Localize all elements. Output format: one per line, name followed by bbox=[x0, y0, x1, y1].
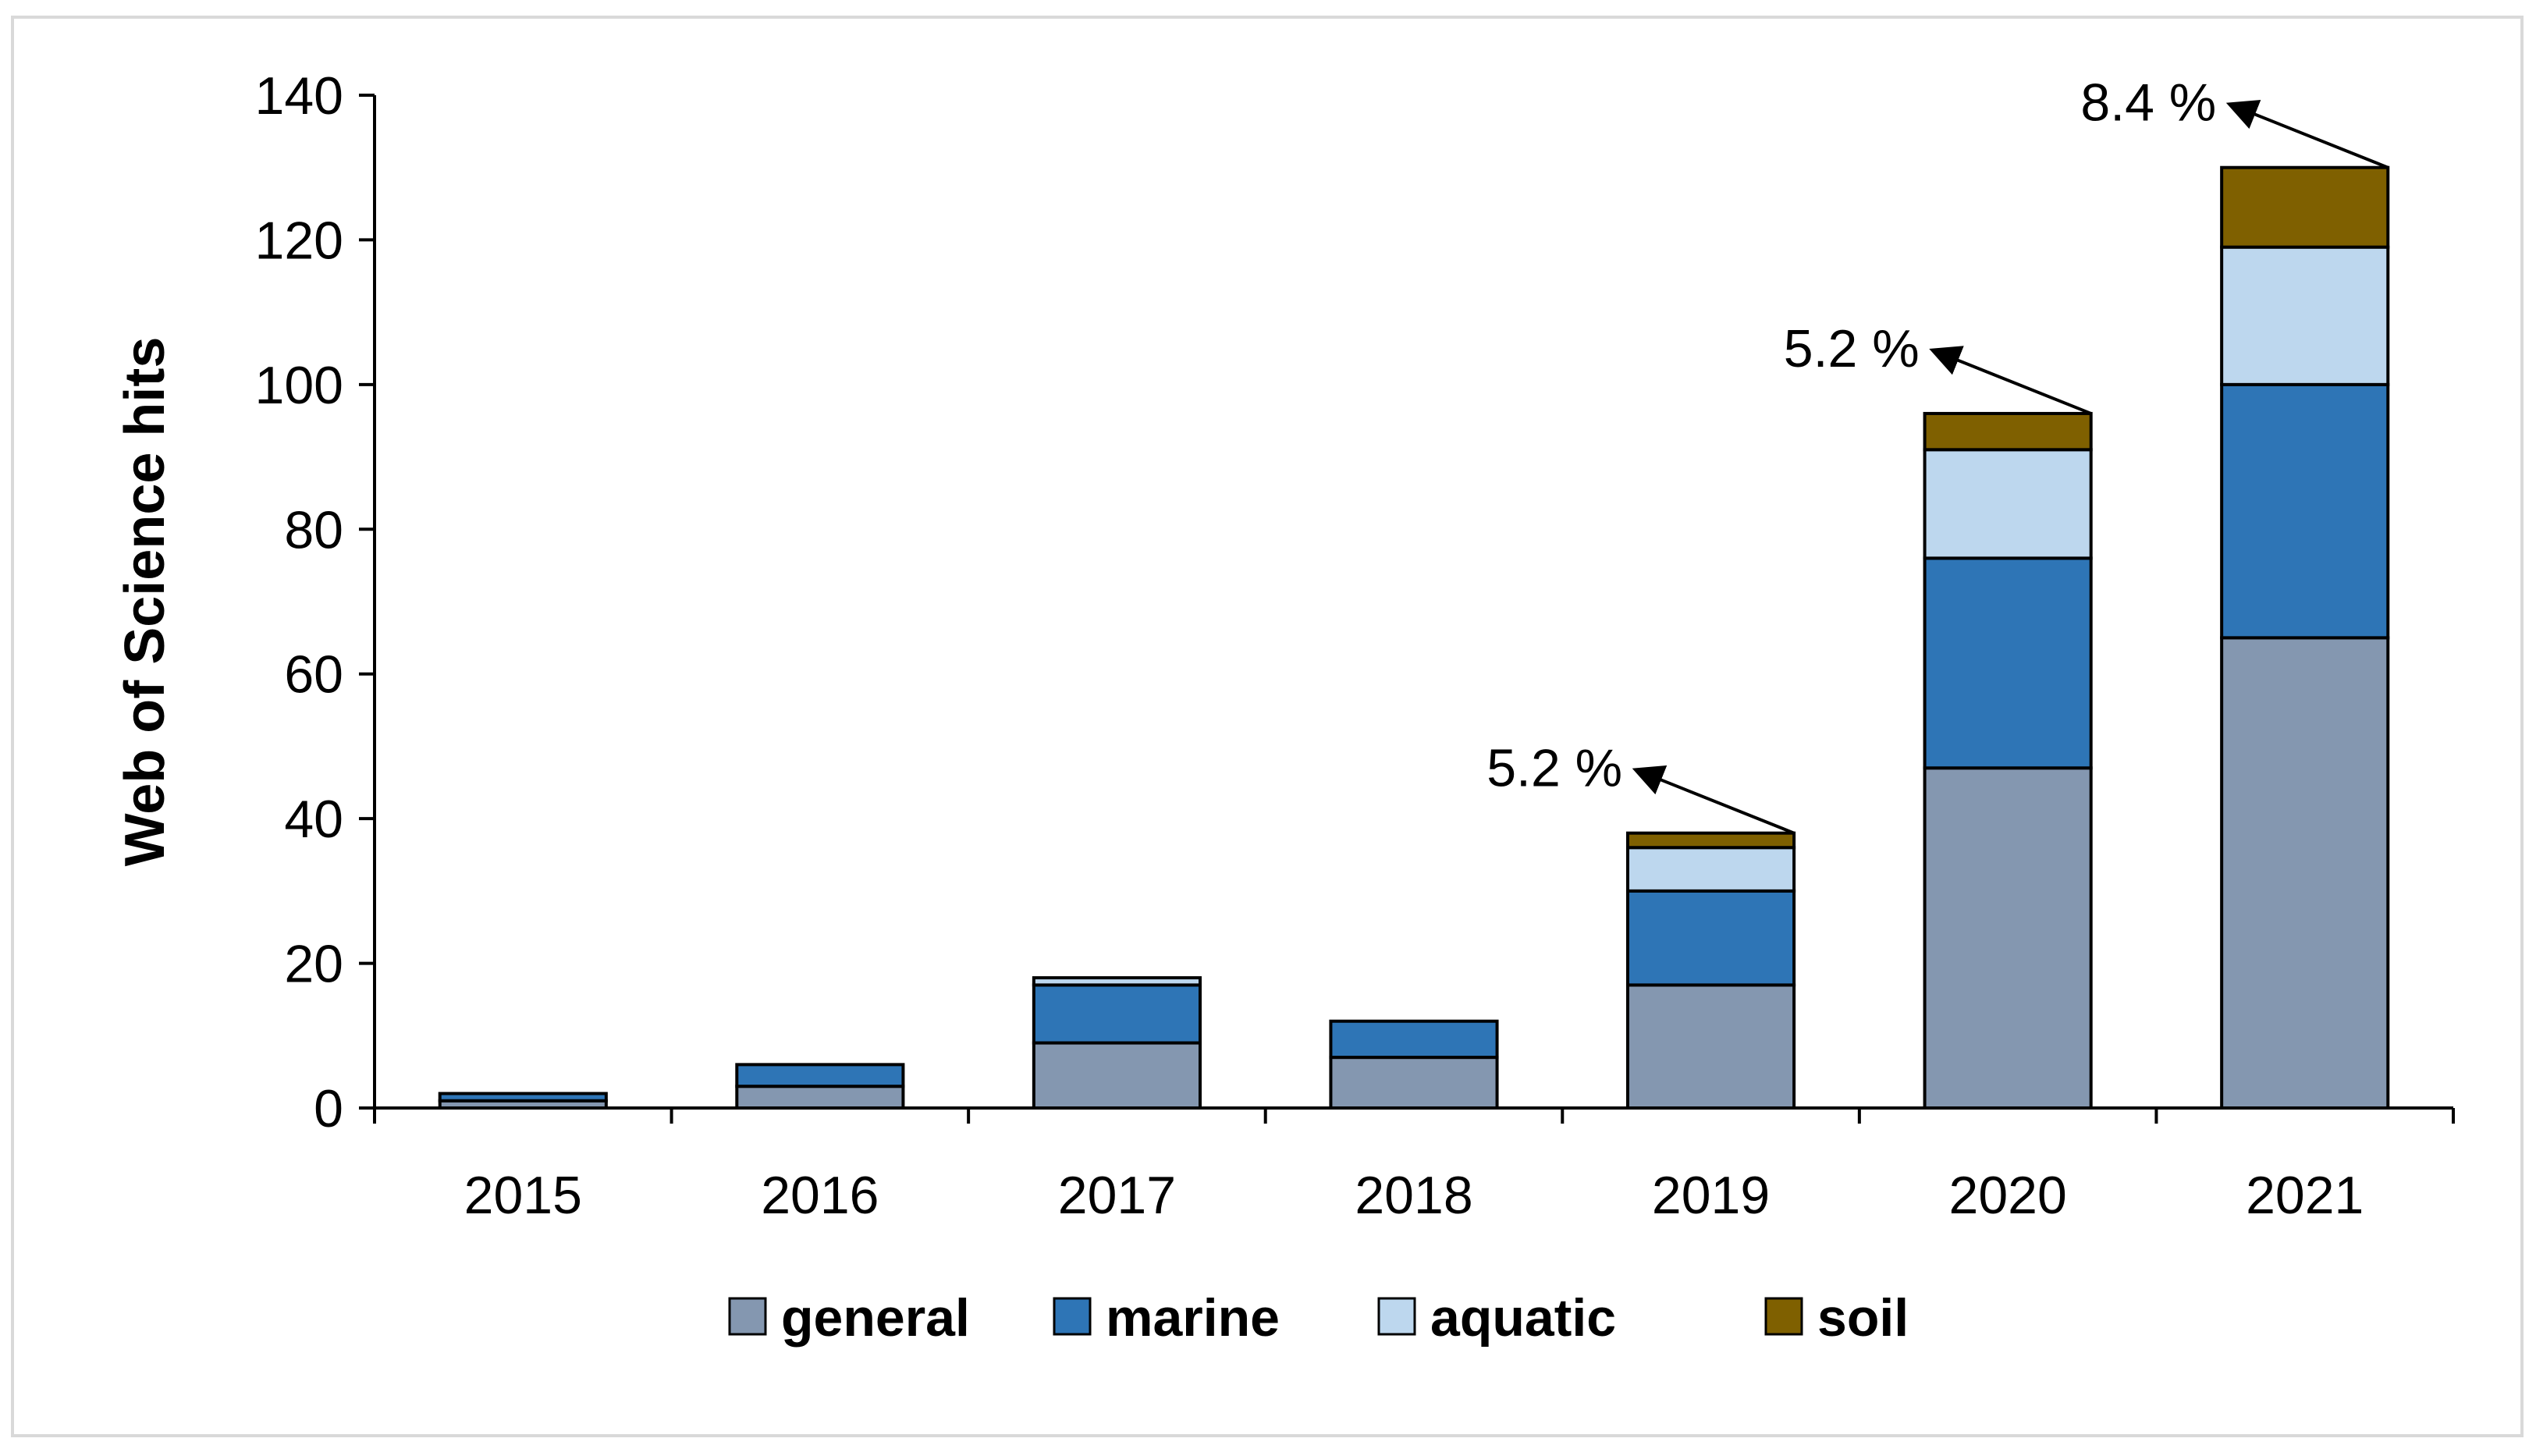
bar-segment-general-2017 bbox=[1032, 1041, 1202, 1110]
y-tick-label: 0 bbox=[314, 1079, 343, 1138]
bar-segment-general-2018 bbox=[1329, 1056, 1499, 1110]
bar-segment-general-2020 bbox=[1923, 766, 2093, 1110]
annotation-arrow bbox=[1632, 765, 1795, 835]
legend-label-soil: soil bbox=[1817, 1288, 1909, 1348]
x-tick-label: 2017 bbox=[1058, 1166, 1176, 1225]
x-tick-label: 2021 bbox=[2246, 1166, 2364, 1225]
bar-segment-soil-2019 bbox=[1626, 831, 1796, 850]
y-tick-label: 60 bbox=[284, 645, 343, 705]
bar-segment-soil-2021 bbox=[2220, 165, 2390, 249]
bar-segment-soil-2020 bbox=[1923, 411, 2093, 452]
bar-segment-marine-2019 bbox=[1626, 889, 1796, 987]
y-axis-ticks: 0 20 40 60 80 100 120 140 bbox=[255, 66, 375, 1138]
bar-segment-marine-2017 bbox=[1032, 983, 1202, 1045]
legend-swatch-aquatic bbox=[1377, 1297, 1416, 1336]
annotation-label: 8.4 % bbox=[2080, 73, 2216, 133]
chart-frame bbox=[11, 16, 2524, 1437]
y-tick-label: 100 bbox=[255, 356, 343, 415]
bar-segment-aquatic-2019 bbox=[1626, 846, 1796, 893]
annotation-label: 5.2 % bbox=[1784, 319, 1920, 378]
bar-segment-general-2021 bbox=[2220, 636, 2390, 1110]
annotations: 5.2 % 5.2 % 8.4 % bbox=[1486, 73, 2389, 835]
y-tick-label: 20 bbox=[284, 935, 343, 994]
y-tick-label: 140 bbox=[255, 66, 343, 126]
legend-label-marine: marine bbox=[1106, 1288, 1280, 1348]
x-tick-label: 2016 bbox=[761, 1166, 879, 1225]
annotation-arrow bbox=[1929, 346, 2092, 415]
y-axis-label: Web of Science hits bbox=[114, 337, 176, 867]
legend-label-general: general bbox=[781, 1288, 970, 1348]
y-tick-label: 80 bbox=[284, 500, 343, 559]
legend-swatch-soil bbox=[1764, 1297, 1803, 1336]
bar-segment-marine-2018 bbox=[1329, 1019, 1499, 1060]
bars bbox=[438, 165, 2390, 1110]
bar-segment-marine-2020 bbox=[1923, 556, 2093, 770]
bar-segment-marine-2021 bbox=[2220, 382, 2390, 640]
x-tick-label: 2015 bbox=[464, 1166, 582, 1225]
y-tick-label: 40 bbox=[284, 790, 343, 849]
x-axis-ticks: 2015 2016 2017 2018 2019 2020 2021 bbox=[373, 1108, 2455, 1225]
bar-segment-marine-2015 bbox=[438, 1092, 608, 1103]
bar-segment-marine-2016 bbox=[735, 1063, 905, 1088]
bar-segment-aquatic-2021 bbox=[2220, 245, 2390, 386]
legend: general marine aquatic soil bbox=[728, 1288, 1909, 1348]
legend-swatch-general bbox=[728, 1297, 767, 1336]
x-tick-label: 2018 bbox=[1355, 1166, 1472, 1225]
bar-segment-general-2019 bbox=[1626, 983, 1796, 1110]
bar-segment-general-2016 bbox=[735, 1085, 905, 1110]
x-tick-label: 2019 bbox=[1652, 1166, 1770, 1225]
annotation-arrow bbox=[2225, 100, 2389, 169]
legend-swatch-marine bbox=[1053, 1297, 1092, 1336]
legend-label-aquatic: aquatic bbox=[1430, 1288, 1616, 1348]
annotation-label: 5.2 % bbox=[1486, 739, 1622, 798]
y-tick-label: 120 bbox=[255, 211, 343, 270]
x-tick-label: 2020 bbox=[1949, 1166, 2067, 1225]
bar-segment-aquatic-2017 bbox=[1032, 976, 1202, 987]
bar-segment-aquatic-2020 bbox=[1923, 448, 2093, 560]
